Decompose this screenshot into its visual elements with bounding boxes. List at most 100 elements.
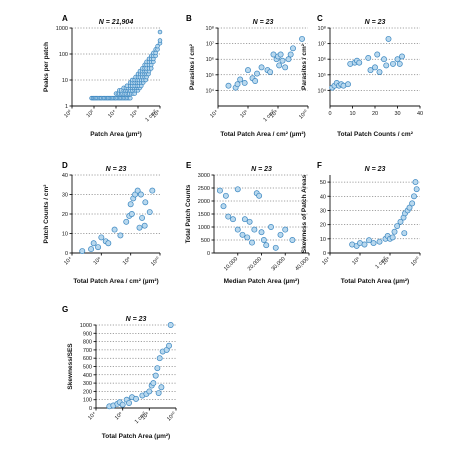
data-point	[345, 81, 351, 88]
data-point	[225, 82, 232, 89]
data-point	[381, 56, 387, 63]
y-tick-label: 600	[83, 356, 92, 362]
y-tick-label: 500	[83, 365, 92, 371]
data-point	[268, 224, 274, 230]
data-point	[230, 216, 236, 223]
data-point	[98, 234, 105, 241]
x-tick-label: 10⁶	[113, 410, 124, 421]
y-tick-label: 100	[83, 398, 92, 404]
data-point	[154, 365, 161, 372]
data-point	[128, 211, 135, 217]
data-point	[146, 388, 153, 395]
data-point	[141, 222, 148, 229]
x-axis-label: Total Patch Area (µm²)	[341, 278, 409, 285]
data-point	[254, 70, 260, 77]
y-tick-label: 1000	[80, 323, 92, 329]
data-point	[156, 355, 163, 362]
x-tick-label: 10⁸	[140, 410, 151, 421]
data-point	[166, 342, 172, 349]
data-point	[413, 186, 420, 193]
data-point	[411, 193, 417, 200]
data-point	[245, 67, 251, 74]
y-tick-label: 1000	[56, 26, 68, 32]
x-tick-label: 10⁶	[351, 255, 362, 266]
chart-title: N = 23	[126, 316, 147, 323]
y-tick-label: 10	[62, 232, 68, 238]
data-point	[412, 179, 419, 186]
x-tick-label: 20,000	[247, 256, 263, 272]
x-tick-label: 10⁸	[150, 108, 161, 119]
y-tick-label: 300	[83, 381, 92, 387]
data-point	[276, 62, 283, 69]
y-tick-label: 0	[89, 406, 92, 412]
chart-title: N = 23	[365, 166, 386, 173]
y-tick-label: 10⁴	[318, 87, 327, 94]
y-tick-label: 20	[320, 223, 326, 229]
data-point	[391, 228, 398, 235]
data-point	[127, 201, 134, 208]
y-tick-label: 700	[83, 348, 92, 354]
data-point	[383, 62, 390, 69]
panel-label: A	[62, 14, 68, 23]
panel-label: B	[186, 14, 192, 23]
data-point	[241, 216, 248, 223]
data-point	[234, 81, 241, 88]
data-point	[285, 56, 292, 63]
data-point	[152, 372, 159, 379]
data-point	[119, 401, 126, 408]
y-tick-label: 1000	[198, 225, 210, 231]
y-tick-label: 0	[207, 251, 210, 257]
data-point	[126, 400, 132, 406]
y-axis-label: Patch Counts / cm²	[43, 184, 50, 244]
x-tick-label: 10¹⁰	[165, 410, 178, 423]
y-tick-label: 200	[83, 389, 92, 395]
data-point	[267, 69, 274, 76]
chart-title: N = 23	[365, 19, 386, 26]
data-point	[374, 51, 381, 58]
data-point	[111, 226, 118, 233]
data-point	[370, 240, 377, 247]
x-tick-label: 10⁴	[86, 410, 97, 421]
data-point	[137, 191, 144, 198]
panel-c: C N = 23 10⁴ 10⁵ 10⁶ 10⁷ 10⁸ 0 10 20 30 40 Total Pat…	[301, 14, 423, 138]
y-axis-label: Peaks per patch	[43, 42, 50, 92]
data-point	[389, 234, 396, 241]
y-tick-label: 2500	[198, 186, 210, 192]
data-point	[252, 78, 259, 84]
data-point	[277, 51, 284, 58]
data-point	[155, 43, 160, 49]
y-axis-label: Parasites / cm²	[301, 43, 308, 90]
panel-label: C	[317, 14, 323, 23]
x-tick-label: 10⁶	[239, 108, 250, 119]
data-point	[277, 231, 284, 238]
data-point	[290, 45, 296, 52]
data-point	[385, 35, 392, 42]
data-point	[95, 244, 102, 251]
data-point	[225, 213, 232, 220]
data-point	[234, 186, 241, 193]
y-tick-label: 3000	[198, 173, 210, 179]
chart-title: N = 23	[106, 166, 127, 173]
y-tick-label: 10	[320, 237, 326, 243]
data-point	[399, 53, 405, 60]
panel-label: E	[186, 161, 192, 170]
data-point	[117, 232, 124, 239]
y-tick-label: 1500	[198, 212, 210, 218]
data-point	[136, 224, 143, 231]
data-point	[394, 56, 401, 63]
x-axis-label: Total Patch Counts / cm²	[337, 131, 414, 138]
y-tick-label: 10⁵	[318, 72, 326, 79]
data-point	[356, 59, 363, 66]
data-point	[299, 35, 305, 42]
data-point	[150, 380, 157, 387]
panel-e: E N = 23 0 500 1000 1500 2000 2500 3000 10,000 20,…	[185, 161, 310, 285]
data-point	[237, 76, 244, 83]
data-point	[134, 187, 141, 194]
data-point	[246, 218, 253, 225]
x-tick-label: 10⁶	[129, 108, 140, 119]
y-axis-label: Total Patch Counts	[185, 184, 192, 243]
y-tick-label: 2000	[198, 199, 210, 205]
data-point	[272, 244, 279, 251]
data-point	[155, 390, 162, 397]
data-point	[260, 237, 267, 243]
